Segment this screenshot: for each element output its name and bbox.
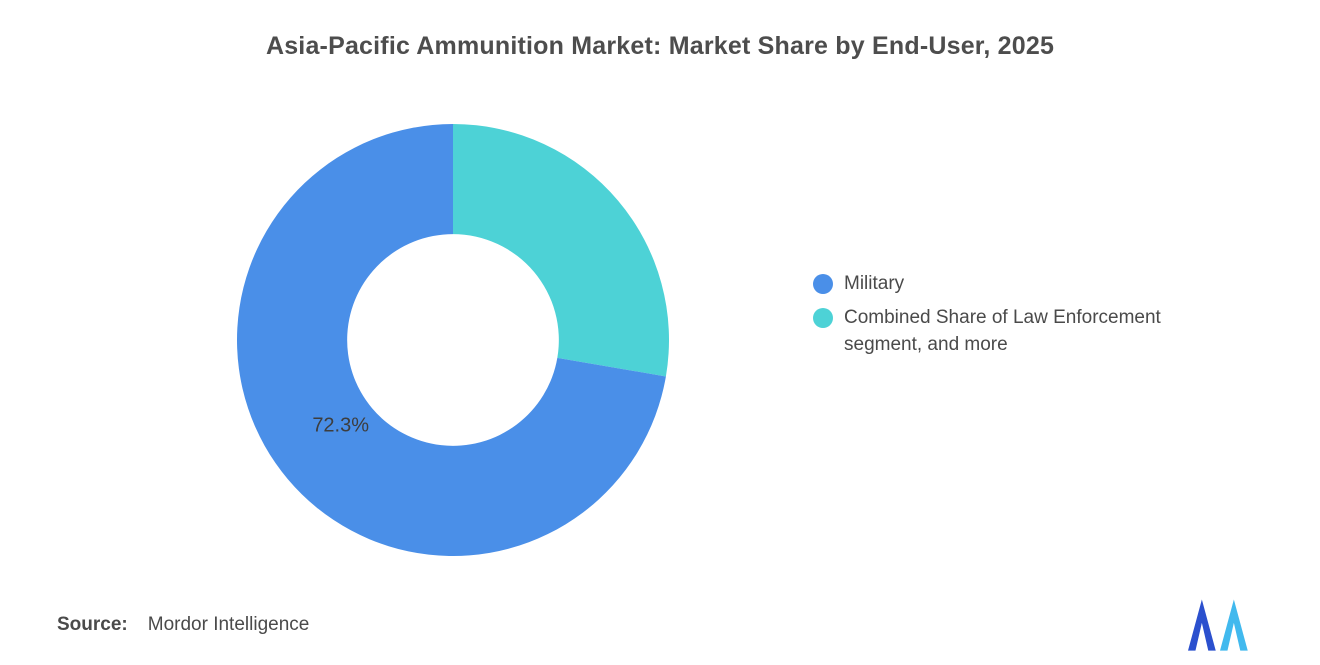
logo-left-peak	[1188, 599, 1216, 651]
mordor-intelligence-logo-icon	[1188, 599, 1248, 651]
source-line: Source: Mordor Intelligence	[57, 614, 309, 636]
logo-right-peak	[1220, 599, 1248, 651]
donut-chart: 72.3%	[237, 124, 669, 556]
donut-slice-0	[453, 124, 669, 377]
legend-item-military: Military	[813, 270, 1223, 298]
chart-title: Asia-Pacific Ammunition Market: Market S…	[265, 32, 1055, 60]
slice-data-label: 72.3%	[312, 414, 370, 437]
legend-item-law-enforcement: Combined Share of Law Enforcement segmen…	[813, 304, 1223, 359]
donut-chart-svg	[237, 124, 669, 556]
legend-marker-law-enforcement-icon	[813, 307, 833, 328]
donut-slice-1	[237, 124, 666, 556]
legend-label-military: Military	[844, 273, 905, 294]
source-name: Mordor Intelligence	[147, 614, 310, 635]
legend-marker-military-icon	[813, 274, 833, 294]
chart-legend: Military Combined Share of Law Enforceme…	[813, 270, 1223, 365]
source-prefix-label: Source:	[57, 614, 128, 635]
legend-label-law-enforcement: Combined Share of Law Enforcement segmen…	[844, 306, 1161, 356]
mordor-intelligence-logo	[1188, 597, 1252, 651]
